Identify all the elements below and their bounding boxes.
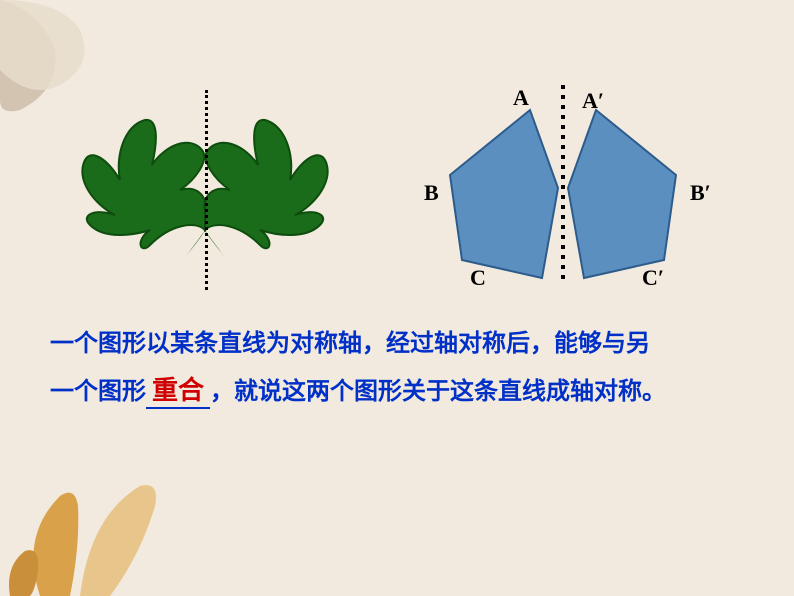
fill-answer: 重合 (152, 375, 204, 405)
leaf-symmetry-figure (40, 90, 360, 300)
label-A: A (513, 85, 529, 111)
text-line2-a: 一个图形 (50, 378, 146, 405)
label-B-prime: B′ (690, 180, 711, 206)
label-C-prime: C′ (642, 265, 664, 291)
text-line2-b: ，就说这两个图形关于这条直线成轴对称。 (210, 378, 666, 405)
decor-bottom-left (0, 436, 220, 596)
leaf-axis-line (205, 90, 208, 290)
explanation-text: 一个图形以某条直线为对称轴，经过轴对称后，能够与另 一个图形重合，就说这两个图形… (50, 320, 750, 416)
label-C: C (470, 265, 486, 291)
label-A-prime: A′ (582, 88, 604, 114)
pentagon-symmetry-figure: A B C A′ B′ C′ (390, 80, 770, 290)
pentagon-right (568, 110, 676, 278)
pentagon-left (450, 110, 558, 278)
fill-blank: 重合 (146, 375, 210, 409)
label-B: B (424, 180, 439, 206)
text-line1: 一个图形以某条直线为对称轴，经过轴对称后，能够与另 (50, 330, 650, 357)
